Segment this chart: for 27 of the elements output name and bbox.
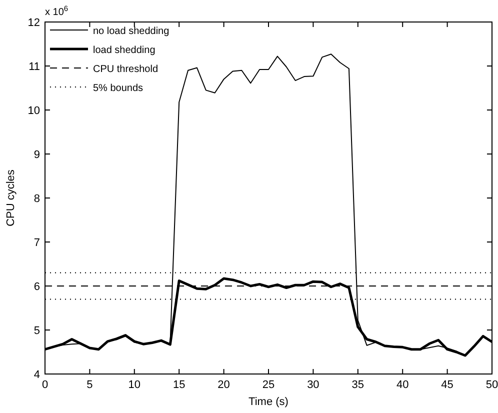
text: x 10$^{6}$: [45, 4, 68, 18]
x-tick-label: 30: [307, 379, 320, 391]
x-tick-label: 15: [172, 379, 186, 391]
y-axis-title: CPU cycles: [5, 169, 17, 226]
legend-label: load shedding: [93, 45, 156, 56]
x-tick-label: 10: [128, 379, 141, 391]
y-tick-label: 9: [34, 149, 40, 161]
y-tick-label: 12: [28, 17, 40, 29]
legend-label: no load shedding: [93, 26, 170, 37]
y-tick-label: 11: [28, 61, 40, 73]
y-tick-label: 5: [34, 325, 40, 337]
legend-label: CPU threshold: [93, 64, 158, 75]
y-tick-label: 8: [34, 193, 40, 205]
x-tick-label: 25: [262, 379, 275, 391]
y-tick-label: 7: [34, 237, 40, 249]
x-tick-label: 45: [441, 379, 454, 391]
x-axis-title: Time (s): [248, 396, 288, 408]
x-tick-label: 40: [396, 379, 409, 391]
x-tick-label: 5: [86, 379, 93, 391]
legend-label: 5% bounds: [93, 83, 144, 94]
x-tick-label: 20: [218, 379, 230, 391]
x-tick-label: 0: [42, 379, 48, 391]
y-tick-label: 4: [34, 369, 40, 381]
y-tick-label: 10: [28, 105, 40, 117]
y-tick-label: 6: [34, 281, 40, 293]
x-tick-label: 50: [486, 379, 498, 391]
x-tick-label: 35: [352, 379, 364, 391]
